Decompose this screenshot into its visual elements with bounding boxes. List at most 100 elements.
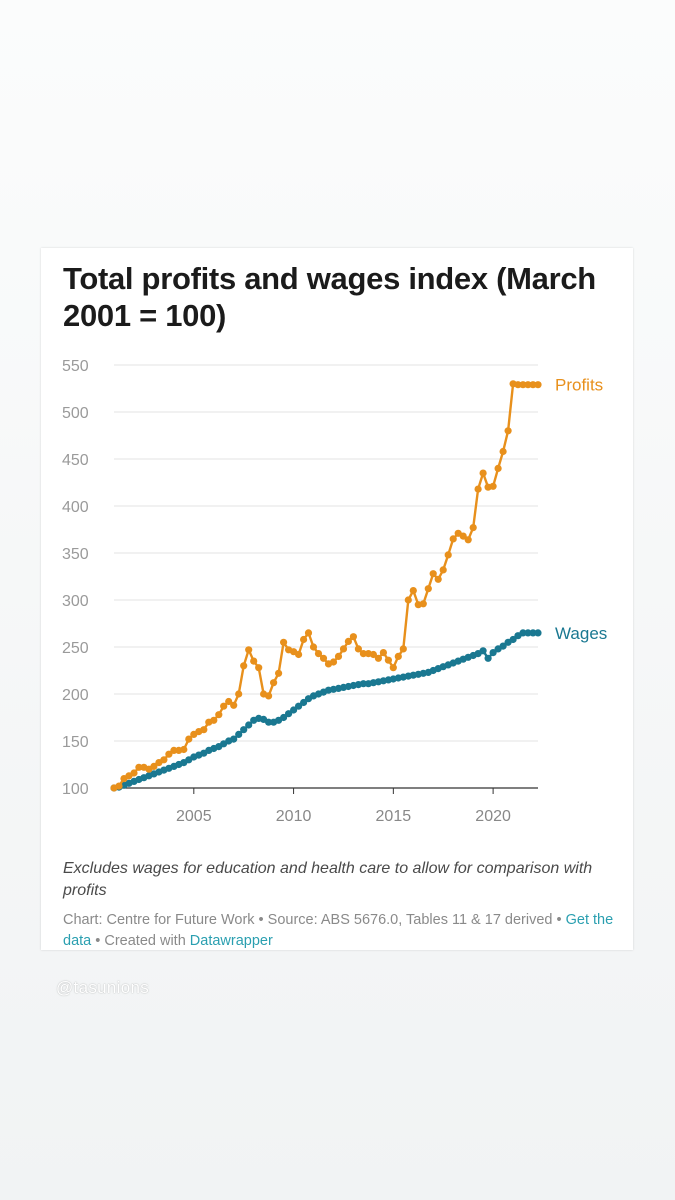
wages-point (534, 629, 542, 637)
profits-point (250, 657, 258, 665)
source-text: Chart: Centre for Future Work • Source: … (63, 912, 566, 928)
profits-point (374, 654, 382, 662)
profits-point (404, 596, 412, 604)
profits-point (304, 629, 313, 637)
profits-point (439, 566, 447, 574)
profits-point (235, 690, 243, 698)
profits-point (424, 585, 432, 593)
wages-point (359, 680, 367, 688)
profits-point (444, 551, 452, 559)
y-tick-label: 100 (62, 781, 89, 798)
profits-point (514, 381, 522, 389)
profits-point (185, 735, 193, 743)
profits-point (280, 638, 288, 646)
y-tick-label: 350 (62, 546, 89, 563)
profits-point (394, 652, 402, 660)
profits-point (215, 711, 223, 719)
profits-point (429, 570, 437, 578)
wages-point (509, 635, 517, 644)
profits-point (295, 650, 303, 659)
x-tick-label: 2010 (276, 808, 312, 825)
profits-point (165, 750, 173, 758)
wages-point (524, 629, 532, 637)
profits-point (474, 485, 482, 493)
profits-point (255, 664, 263, 672)
profits-point (399, 645, 407, 653)
wages-point (529, 629, 537, 637)
profits-point (459, 532, 467, 540)
profits-point (245, 646, 253, 654)
profits-line (113, 382, 538, 790)
profits-point (334, 652, 343, 660)
profits-point (504, 427, 512, 435)
y-tick-label: 250 (62, 640, 89, 657)
profits-point (529, 381, 537, 389)
y-tick-label: 200 (62, 687, 89, 704)
created-with-text: • Created with (91, 933, 190, 949)
x-tick-label: 2015 (376, 808, 412, 825)
wages-point (290, 706, 298, 714)
profits-point (494, 464, 502, 472)
wages-point (280, 713, 288, 722)
profits-point (499, 447, 507, 456)
profits-point (524, 381, 532, 389)
wages-point (489, 649, 497, 657)
datawrapper-link[interactable]: Datawrapper (189, 933, 273, 949)
wages-point (265, 718, 273, 726)
wages-point (484, 654, 492, 662)
wages-point (519, 629, 527, 637)
y-tick-label: 550 (62, 358, 89, 375)
profits-point (309, 643, 318, 651)
chart-source: Chart: Centre for Future Work • Source: … (63, 910, 618, 950)
profits-point (419, 600, 427, 608)
profits-point (359, 650, 367, 658)
profits-point (150, 762, 158, 771)
wages-point (235, 730, 243, 738)
y-tick-label: 300 (62, 593, 89, 610)
profits-point (160, 756, 168, 764)
y-tick-label: 500 (62, 405, 89, 422)
get-data-link[interactable]: Get the data (63, 912, 614, 949)
profits-point (369, 650, 377, 659)
profits-point (384, 656, 392, 664)
wages-point (295, 702, 303, 710)
profits-point (135, 763, 143, 771)
profits-point (519, 381, 527, 389)
profits-point (434, 575, 442, 583)
wages-series-label: Wages (555, 624, 607, 643)
x-tick-label: 2020 (475, 808, 511, 825)
line-chart: 100 150 200 250 300 350 400 450 500 550 2005 2010 20… (62, 358, 607, 825)
profits-point (489, 482, 497, 490)
profits-point (349, 633, 357, 641)
chart-title: Total profits and wages index (March 200… (63, 261, 596, 333)
wages-point (300, 698, 308, 707)
profits-point (479, 469, 487, 477)
profits-point (220, 702, 228, 710)
wages-point (230, 735, 238, 743)
profits-point (449, 535, 457, 543)
profits-point (240, 662, 248, 670)
profits-point (275, 669, 283, 677)
wages-point (499, 642, 507, 650)
profits-point (339, 645, 348, 653)
profits-point (210, 716, 218, 724)
profits-point (469, 524, 477, 532)
profits-point (389, 664, 397, 672)
profits-point (270, 679, 278, 687)
x-tick-label: 2005 (176, 808, 212, 825)
wages-point (479, 647, 487, 655)
profits-point (265, 692, 273, 700)
chart-card: Total profits and wages index (March 200… (41, 248, 633, 950)
chart-note: Excludes wages for education and health … (63, 860, 593, 899)
profits-point (329, 658, 338, 666)
profits-point (225, 697, 233, 706)
wages-point (245, 721, 253, 729)
wages-point (240, 726, 248, 734)
profits-point (180, 745, 188, 754)
y-tick-label: 400 (62, 499, 89, 516)
profits-point (344, 637, 352, 645)
profits-point (130, 769, 138, 777)
watermark-handle: @tasunions (56, 978, 150, 997)
profits-point (319, 654, 328, 662)
profits-point (200, 726, 208, 734)
